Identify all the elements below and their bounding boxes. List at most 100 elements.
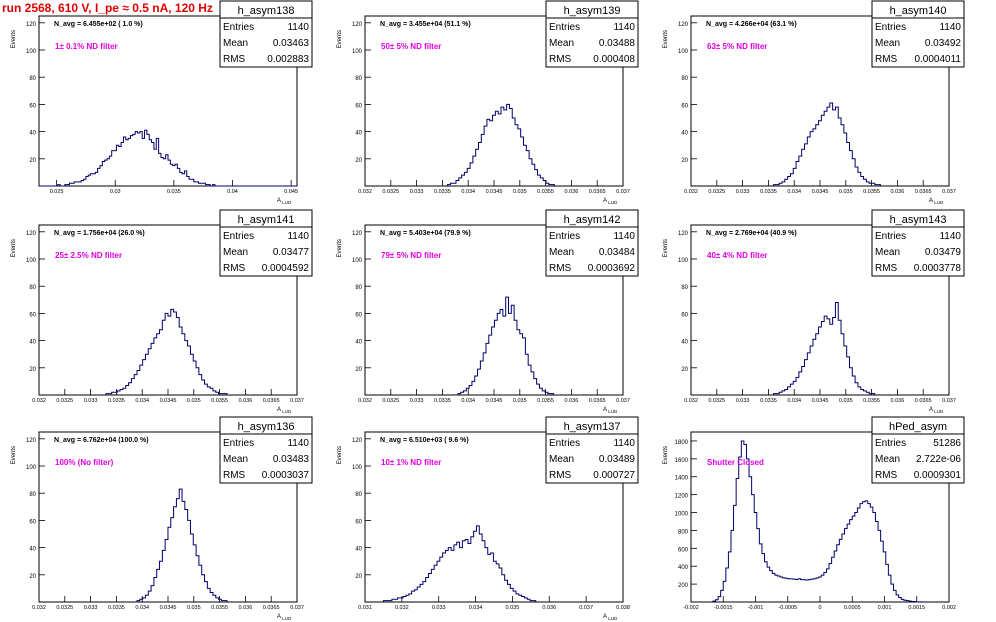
x-tick-label: 0.0345 <box>812 189 829 195</box>
x-tick-label: 0.035 <box>187 605 201 611</box>
x-axis-title: A LUD <box>277 614 292 621</box>
x-tick-label: 0.032 <box>358 189 372 195</box>
stats-value-rms: 0.0004592 <box>262 263 310 274</box>
x-tick-label: 0.033 <box>410 189 424 195</box>
y-tick-label: 100 <box>678 49 689 55</box>
stats-label-mean: Mean <box>875 454 900 465</box>
y-axis-title: Events <box>663 30 669 48</box>
histogram-series <box>447 103 555 186</box>
y-tick-label: 100 <box>26 49 37 55</box>
stats-label-rms: RMS <box>223 263 246 274</box>
x-tick-label: 0.0345 <box>160 398 177 404</box>
stats-label-mean: Mean <box>223 38 248 49</box>
navg-label: N_avg = 2.769e+04 (40.9 %) <box>706 230 797 237</box>
x-tick-label: 0.0345 <box>486 398 503 404</box>
y-tick-label: 20 <box>355 158 362 164</box>
y-tick-label: 1600 <box>675 458 689 464</box>
navg-label: N_avg = 6.510e+03 ( 9.6 %) <box>380 437 469 444</box>
stats-value-mean: 2.722e-06 <box>916 454 961 465</box>
x-tick-label: 0.037 <box>290 398 304 404</box>
x-axis-title: A LUD <box>929 407 944 414</box>
y-tick-label: 80 <box>681 76 688 82</box>
histogram-panel-h_asym137: 20 40 60 80 100 120 0.031 0.032 0.033 0.034 0.035 0… <box>337 416 639 621</box>
y-tick-label: 60 <box>355 312 362 318</box>
x-tick-label: 0.036 <box>239 398 253 404</box>
x-tick-label: 0.0015 <box>908 605 925 611</box>
x-tick-label: 0.035 <box>839 189 853 195</box>
x-tick-label: -0.0005 <box>778 605 797 611</box>
y-tick-label: 120 <box>26 22 37 28</box>
stats-box <box>219 433 313 484</box>
x-tick-label: 0.0365 <box>263 398 280 404</box>
navg-label: N_avg = 5.403e+04 (79.9 %) <box>380 230 471 237</box>
filter-label: 25± 2.5% ND filter <box>55 251 122 260</box>
x-tick-label: 0.032 <box>32 398 46 404</box>
histogram-series <box>105 308 228 395</box>
y-tick-label: 100 <box>26 465 37 471</box>
y-tick-label: 120 <box>352 231 363 237</box>
y-tick-label: 600 <box>678 547 689 553</box>
stats-value-mean: 0.03492 <box>925 38 962 49</box>
stats-label-entries: Entries <box>875 438 906 449</box>
y-tick-label: 80 <box>355 492 362 498</box>
y-tick-label: 20 <box>355 367 362 373</box>
x-tick-label: 0.036 <box>565 398 579 404</box>
stats-value-rms: 0.0004011 <box>914 54 961 65</box>
x-tick-label: 0.0355 <box>211 605 228 611</box>
histogram-series <box>382 525 537 602</box>
x-tick-label: 0.0355 <box>537 398 554 404</box>
stats-label-entries: Entries <box>223 438 254 449</box>
stats-label-rms: RMS <box>223 54 246 65</box>
stats-value-entries: 1140 <box>287 231 309 242</box>
y-tick-label: 120 <box>678 22 689 28</box>
y-tick-label: 100 <box>26 258 37 264</box>
x-tick-label: 0.036 <box>542 605 556 611</box>
y-tick-label: 40 <box>681 340 688 346</box>
x-tick-label: 0.036 <box>891 398 905 404</box>
x-axis-title: A LUD <box>277 198 292 205</box>
y-tick-label: 60 <box>681 312 688 318</box>
stats-label-mean: Mean <box>875 247 900 258</box>
histogram-name: hPed_asym <box>889 421 947 433</box>
y-tick-label: 120 <box>352 438 363 444</box>
histogram-panel-h_asym140: 20 40 60 80 100 120 0.032 0.0325 0.033 0.0335 0.03… <box>663 0 965 205</box>
stats-label-entries: Entries <box>875 22 906 33</box>
filter-label: 40± 4% ND filter <box>707 251 767 260</box>
histogram-name: h_asym141 <box>238 214 295 226</box>
stats-value-mean: 0.03463 <box>273 38 310 49</box>
histogram-series <box>773 302 876 395</box>
histogram-name: h_asym137 <box>564 421 621 433</box>
x-tick-label: 0.035 <box>839 398 853 404</box>
stats-value-rms: 0.002883 <box>267 54 309 65</box>
x-tick-label: 0.032 <box>684 398 698 404</box>
x-axis-title: A LUD <box>603 407 618 414</box>
x-tick-label: 0.0365 <box>263 605 280 611</box>
histogram-panel-hPed_asym: 200 400 600 800 1000 1200 1400 1600 1800 -0.002 -0… <box>663 416 965 611</box>
stats-value-entries: 1140 <box>287 22 309 33</box>
stats-label-rms: RMS <box>223 470 246 481</box>
filter-label: 50± 5% ND filter <box>381 42 441 51</box>
stats-value-mean: 0.03489 <box>599 454 636 465</box>
y-tick-label: 120 <box>352 22 363 28</box>
y-tick-label: 100 <box>352 465 363 471</box>
navg-label: N_avg = 6.455e+02 ( 1.0 %) <box>54 21 143 28</box>
x-tick-label: 0.001 <box>878 605 892 611</box>
x-tick-label: 0.0325 <box>708 189 725 195</box>
y-tick-label: 800 <box>678 529 689 535</box>
y-tick-label: 60 <box>29 312 36 318</box>
stats-value-entries: 1140 <box>613 231 635 242</box>
y-tick-label: 60 <box>355 103 362 109</box>
x-tick-label: 0.031 <box>358 605 372 611</box>
histogram-series <box>136 488 228 602</box>
x-tick-label: 0.034 <box>461 189 475 195</box>
x-tick-label: 0.033 <box>84 398 98 404</box>
stats-value-mean: 0.03477 <box>273 247 310 258</box>
x-tick-label: 0.038 <box>616 605 630 611</box>
y-axis-title: Events <box>337 30 343 48</box>
y-tick-label: 120 <box>678 231 689 237</box>
y-tick-label: 20 <box>29 367 36 373</box>
x-tick-label: 0.037 <box>579 605 593 611</box>
y-tick-label: 1800 <box>675 440 689 446</box>
x-tick-label: 0.035 <box>506 605 520 611</box>
x-tick-label: 0.0345 <box>812 398 829 404</box>
